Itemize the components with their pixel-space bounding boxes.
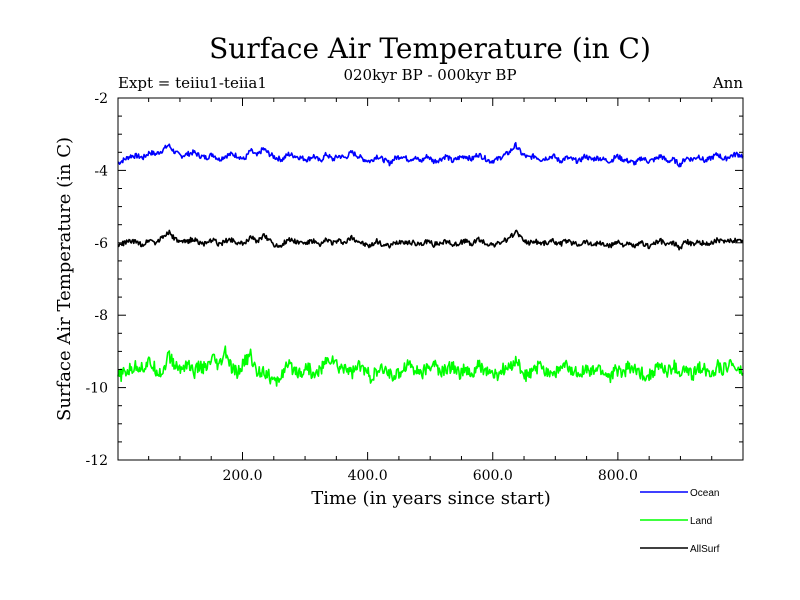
x-axis-label: Time (in years since start) bbox=[311, 488, 551, 509]
series-line-land bbox=[117, 345, 744, 387]
chart-title: Surface Air Temperature (in C) bbox=[209, 32, 651, 65]
y-tick-label: -4 bbox=[94, 163, 108, 179]
y-tick-label: -2 bbox=[94, 91, 108, 107]
y-axis-label: Surface Air Temperature (in C) bbox=[54, 137, 75, 421]
plot-frame bbox=[117, 97, 744, 461]
y-tick-label: -6 bbox=[94, 236, 108, 252]
experiment-label: Expt = teiiu1-teiia1 bbox=[118, 74, 267, 92]
y-tick-label: -10 bbox=[85, 381, 108, 397]
legend: Ocean Land AllSurf bbox=[640, 488, 720, 555]
x-tick-label: 600.0 bbox=[473, 468, 513, 484]
legend-label-land: Land bbox=[690, 516, 712, 527]
chart-subtitle: 020kyr BP - 000kyr BP bbox=[343, 66, 516, 84]
x-tick-label: 800.0 bbox=[598, 468, 638, 484]
series-line-ocean bbox=[117, 141, 744, 168]
legend-label-allsurf: AllSurf bbox=[690, 544, 720, 555]
y-tick-label: -12 bbox=[85, 453, 108, 469]
ticks-layer: 200.0 400.0 600.0 800.0 -2 -4 -6 -8 -10 -12 bbox=[85, 91, 743, 484]
x-tick-label: 400.0 bbox=[348, 468, 388, 484]
x-tick-label: 200.0 bbox=[222, 468, 262, 484]
y-tick-label: -8 bbox=[94, 308, 108, 324]
series-line-allsurf bbox=[117, 229, 744, 251]
season-label: Ann bbox=[712, 74, 743, 92]
legend-label-ocean: Ocean bbox=[690, 488, 719, 499]
series-layer bbox=[117, 141, 744, 387]
